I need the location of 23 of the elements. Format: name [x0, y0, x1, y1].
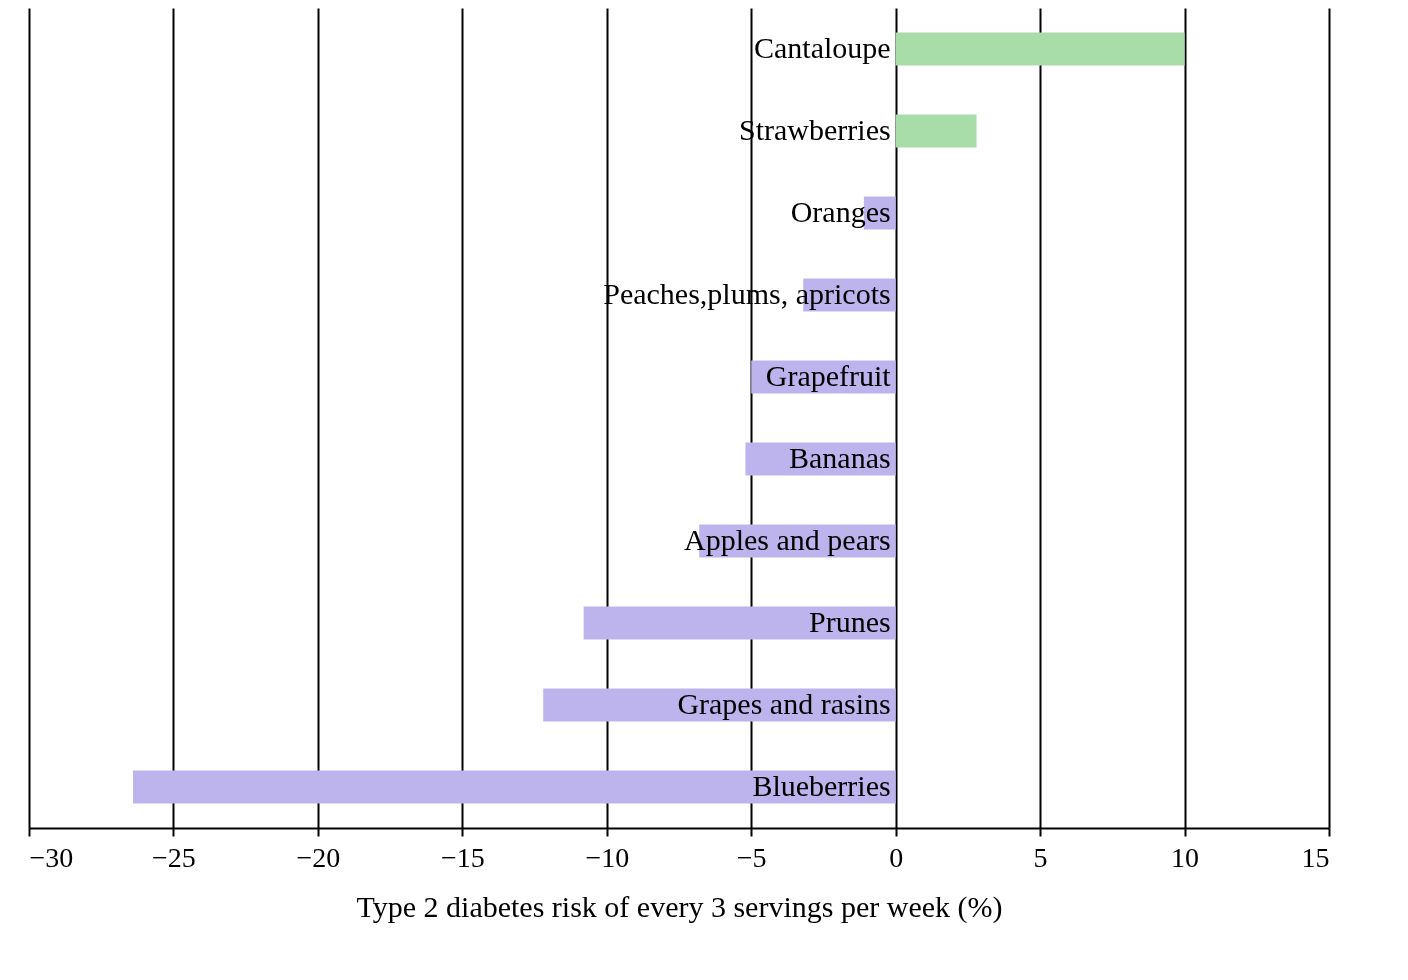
x-tick-label: −25 — [152, 841, 196, 873]
y-tick-label: Apples and pears — [684, 523, 891, 556]
x-tick-label: −15 — [440, 841, 485, 873]
y-tick-label: Grapefruit — [765, 359, 892, 392]
x-tick-label: −30 — [29, 841, 74, 873]
x-tick-label: 0 — [889, 841, 904, 873]
x-tick-label: −5 — [736, 841, 767, 873]
bar — [133, 770, 896, 804]
bar — [583, 606, 896, 640]
x-tick-label: −10 — [585, 841, 630, 873]
x-tick-label: 15 — [1301, 841, 1330, 873]
y-tick-label: Oranges — [790, 195, 891, 228]
bar — [895, 32, 1185, 66]
y-tick-label: Prunes — [808, 605, 891, 638]
x-tick-label: 5 — [1033, 841, 1048, 873]
y-tick-label: Grapes and rasins — [677, 687, 891, 720]
x-tick-label: −20 — [296, 841, 341, 873]
y-tick-label: Cantaloupe — [754, 31, 891, 64]
x-tick-label: 10 — [1171, 841, 1200, 873]
y-tick-label: Bananas — [789, 441, 891, 474]
x-axis-title: Type 2 diabetes risk of every 3 servings per week (%) — [356, 889, 1003, 924]
bar — [895, 114, 977, 148]
y-tick-label: Blueberries — [752, 769, 891, 802]
